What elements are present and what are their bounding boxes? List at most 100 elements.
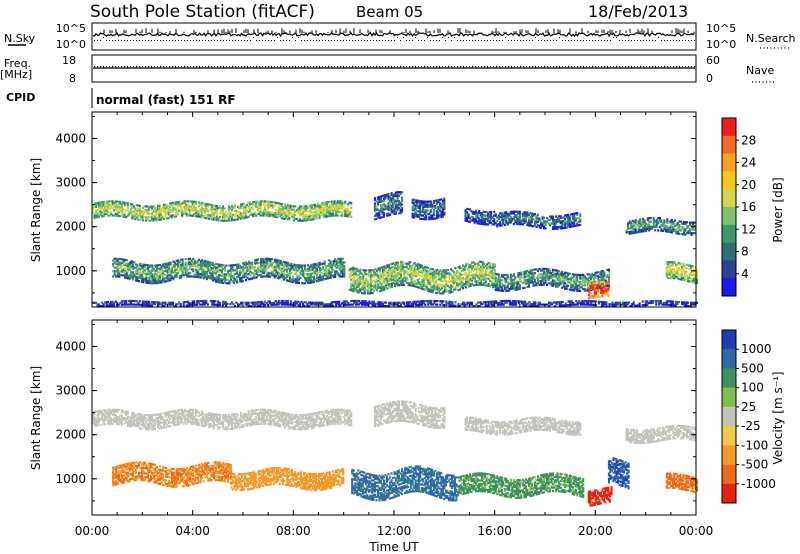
heatmap-cell bbox=[561, 276, 564, 279]
heatmap-cell bbox=[438, 202, 441, 205]
heatmap-cell bbox=[561, 220, 564, 223]
heatmap-cell bbox=[448, 291, 451, 294]
heatmap-cell bbox=[139, 271, 142, 274]
nsearch-dot bbox=[259, 40, 260, 41]
heatmap-cell bbox=[645, 226, 648, 229]
heatmap-cell bbox=[136, 279, 139, 282]
heatmap-cell bbox=[473, 211, 476, 214]
heatmap-cell bbox=[499, 284, 502, 287]
heatmap-cell bbox=[166, 267, 169, 270]
heatmap-cell bbox=[122, 267, 125, 270]
nave-dot bbox=[403, 66, 405, 68]
heatmap-cell bbox=[437, 271, 440, 274]
heatmap-cell bbox=[99, 206, 102, 209]
heatmap-cell bbox=[190, 205, 193, 208]
heatmap-cell bbox=[377, 285, 380, 288]
heatmap-cell bbox=[475, 220, 478, 223]
heatmap-cell bbox=[440, 280, 443, 283]
heatmap-cell bbox=[463, 272, 466, 275]
heatmap-cell bbox=[148, 266, 151, 269]
heatmap-cell bbox=[294, 217, 297, 220]
heatmap-cell bbox=[371, 288, 374, 291]
nave-dot bbox=[574, 66, 576, 68]
heatmap-cell bbox=[298, 214, 302, 217]
heatmap-cell bbox=[318, 213, 321, 216]
heatmap-cell bbox=[407, 268, 410, 271]
heatmap-cell bbox=[436, 292, 439, 295]
heatmap-cell bbox=[475, 269, 478, 272]
heatmap-cell bbox=[318, 208, 321, 211]
heatmap-cell bbox=[511, 278, 514, 281]
heatmap-cell bbox=[404, 266, 407, 269]
heatmap-cell bbox=[262, 203, 265, 206]
heatmap-cell bbox=[157, 276, 160, 279]
heatmap-cell bbox=[199, 203, 202, 206]
heatmap-cell bbox=[401, 191, 404, 194]
heatmap-cell bbox=[240, 276, 243, 279]
heatmap-cell bbox=[440, 285, 443, 288]
heatmap-cell bbox=[357, 277, 360, 280]
heatmap-cell bbox=[155, 266, 159, 269]
heatmap-cell bbox=[490, 266, 493, 269]
heatmap-cell bbox=[493, 221, 496, 224]
heatmap-cell bbox=[414, 201, 417, 204]
heatmap-cell bbox=[329, 262, 332, 265]
heatmap-cell bbox=[411, 207, 414, 210]
heatmap-cell bbox=[407, 262, 410, 265]
heatmap-cell bbox=[307, 217, 311, 220]
heatmap-cell bbox=[133, 261, 136, 264]
heatmap-cell bbox=[499, 280, 502, 283]
heatmap-cell bbox=[561, 274, 564, 277]
heatmap-cell bbox=[654, 220, 657, 223]
heatmap-cell bbox=[287, 263, 290, 267]
heatmap-cell bbox=[481, 273, 484, 276]
heatmap-cell bbox=[220, 269, 224, 272]
heatmap-cell bbox=[285, 261, 288, 264]
heatmap-cell bbox=[625, 229, 628, 232]
heatmap-cell bbox=[320, 206, 323, 209]
nsearch-dot bbox=[463, 40, 464, 41]
heatmap-cell bbox=[258, 210, 261, 214]
heatmap-cell bbox=[430, 288, 433, 292]
heatmap-cell bbox=[393, 193, 396, 196]
heatmap-cell bbox=[276, 271, 279, 274]
heatmap-cell bbox=[264, 200, 267, 203]
heatmap-cell bbox=[232, 274, 236, 277]
heatmap-cell bbox=[205, 210, 208, 213]
heatmap-cell bbox=[565, 226, 568, 229]
heatmap-cell bbox=[434, 205, 437, 208]
heatmap-cell bbox=[378, 267, 382, 270]
heatmap-cell bbox=[379, 197, 383, 200]
heatmap-cell bbox=[490, 271, 493, 274]
heatmap-cell bbox=[183, 268, 186, 271]
heatmap-cell bbox=[646, 222, 649, 225]
heatmap-cell bbox=[413, 198, 416, 201]
heatmap-cell bbox=[304, 207, 308, 210]
heatmap-cell bbox=[533, 213, 537, 216]
heatmap-cell bbox=[481, 283, 484, 286]
heatmap-cell bbox=[290, 268, 293, 271]
heatmap-cell bbox=[190, 207, 193, 210]
heatmap-cell bbox=[416, 268, 419, 271]
heatmap-cell bbox=[332, 269, 335, 272]
heatmap-cell bbox=[181, 260, 184, 263]
heatmap-cell bbox=[419, 281, 422, 284]
heatmap-cell bbox=[249, 261, 252, 265]
heatmap-cell bbox=[133, 266, 136, 269]
heatmap-cell bbox=[266, 271, 269, 275]
heatmap-cell bbox=[573, 223, 576, 226]
heatmap-cell bbox=[489, 272, 492, 276]
heatmap-cell bbox=[392, 281, 395, 285]
heatmap-cell bbox=[140, 272, 143, 275]
heatmap-cell bbox=[95, 204, 98, 207]
heatmap-cell bbox=[286, 213, 289, 216]
heatmap-cell bbox=[527, 219, 531, 222]
heatmap-cell bbox=[655, 220, 658, 223]
heatmap-cell bbox=[277, 202, 280, 205]
nsearch-dot bbox=[592, 40, 593, 41]
nave-dot bbox=[595, 66, 597, 68]
heatmap-cell bbox=[243, 261, 246, 264]
heatmap-cell bbox=[111, 200, 114, 203]
heatmap-cell bbox=[403, 274, 406, 278]
heatmap-cell bbox=[682, 229, 686, 232]
